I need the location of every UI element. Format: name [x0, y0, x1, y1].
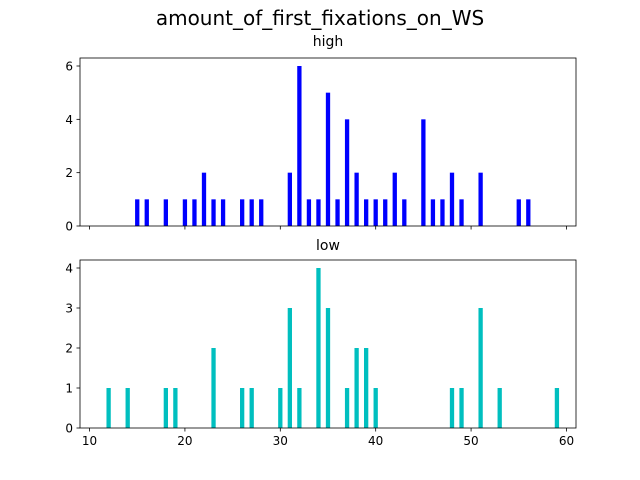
high-bar	[163, 199, 168, 226]
high-bar	[249, 199, 254, 226]
low-bar	[344, 388, 350, 428]
figure-title: amount_of_first_fixations_on_WS	[155, 6, 485, 30]
low-bar	[497, 388, 502, 428]
low-axes-frame	[79, 259, 577, 429]
high-bar	[344, 119, 350, 226]
low-bar	[449, 388, 455, 428]
high-bar	[182, 199, 188, 226]
low-ytick-label: 0	[65, 422, 73, 436]
high-ytick-label: 0	[65, 220, 73, 234]
high-bar	[392, 172, 397, 226]
low-bar	[240, 388, 245, 428]
high-bar	[516, 199, 521, 226]
low-xtick-label: 30	[273, 434, 288, 448]
high-axes-frame	[79, 57, 577, 227]
high-bar	[459, 199, 464, 226]
high-bar	[135, 199, 140, 226]
high-ytick-label: 4	[65, 113, 73, 127]
low-ytick-label: 1	[65, 382, 73, 396]
low-xtick-label: 10	[82, 434, 97, 448]
high-bar	[192, 199, 197, 226]
high-bar	[325, 92, 331, 227]
low-xtick-label: 50	[463, 434, 478, 448]
high-bar	[335, 199, 340, 226]
high-bar	[526, 199, 531, 226]
low-bar	[249, 388, 254, 428]
high-bar	[211, 199, 216, 226]
high-ytick-label: 6	[65, 60, 73, 74]
low-xtick-label: 40	[368, 434, 383, 448]
high-bar	[240, 199, 245, 226]
low-xtick-label: 60	[559, 434, 574, 448]
high-ytick-label: 2	[65, 166, 73, 180]
low-xtick-label: 20	[177, 434, 192, 448]
low-bar	[373, 388, 378, 428]
high-bar	[201, 172, 207, 226]
low-ytick-label: 2	[65, 342, 73, 356]
high-bar	[430, 199, 436, 226]
low-bar	[316, 268, 321, 428]
high-bar	[144, 199, 149, 226]
high-bar	[449, 172, 455, 226]
low-bar	[173, 388, 178, 428]
high-bar	[383, 199, 388, 226]
low-bar	[478, 308, 483, 428]
high-bar	[373, 199, 378, 226]
high-bar	[402, 199, 407, 226]
high-bar	[478, 172, 483, 226]
high-bar	[259, 199, 264, 226]
high-bar	[354, 172, 359, 226]
low-bar	[459, 388, 464, 428]
low-bar	[325, 308, 331, 428]
high-bar	[364, 199, 369, 226]
high-bar	[297, 66, 302, 226]
high-bar	[421, 119, 426, 226]
high-bar	[440, 199, 445, 226]
low-bar	[364, 348, 369, 428]
low-bar	[106, 388, 111, 428]
subplot-title-high: high	[312, 34, 344, 50]
high-bar	[306, 199, 312, 226]
subplot-title-low: low	[316, 238, 340, 254]
low-bar	[278, 388, 283, 428]
high-bar	[287, 172, 292, 226]
low-bar	[297, 388, 302, 428]
high-bar	[220, 199, 226, 226]
high-bar	[316, 199, 321, 226]
low-bar	[125, 388, 130, 428]
low-bar	[163, 388, 168, 428]
low-bar	[211, 348, 216, 428]
low-bar	[354, 348, 359, 428]
low-bar	[287, 308, 292, 428]
low-ytick-label: 3	[65, 302, 73, 316]
low-ytick-label: 4	[65, 262, 73, 276]
low-bar	[554, 388, 560, 428]
